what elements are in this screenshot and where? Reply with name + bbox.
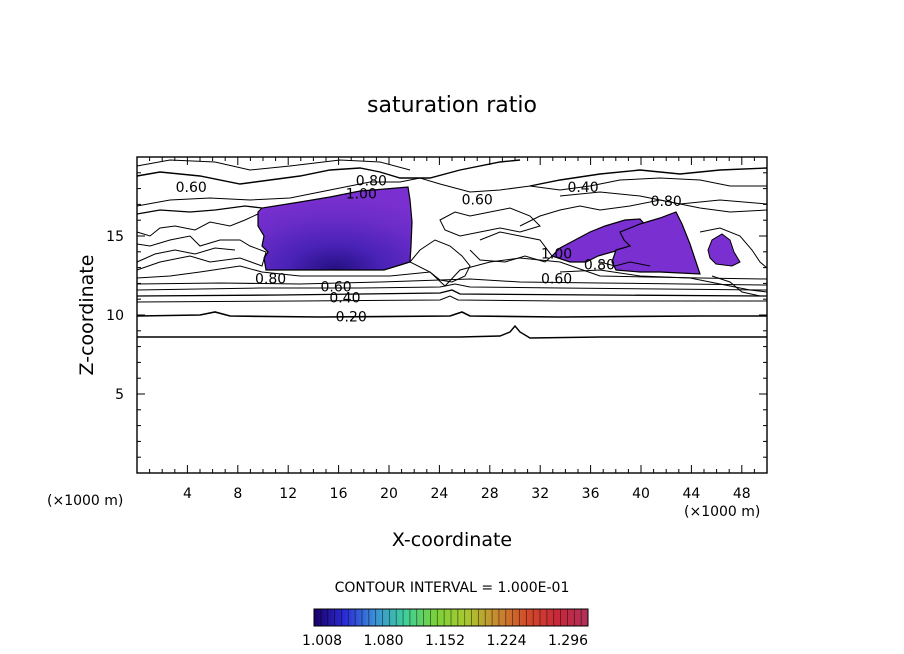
supersaturation-fill — [257, 186, 741, 275]
contour-value-label: 0.80 — [651, 194, 682, 210]
x-tick-label: 40 — [632, 486, 650, 502]
x-tick-label: 8 — [233, 486, 242, 502]
contour-line — [136, 257, 768, 287]
contour-line — [711, 275, 767, 297]
x-unit-label: (×1000 m) — [684, 504, 760, 520]
x-tick-label: 36 — [582, 486, 600, 502]
contour-line — [599, 261, 651, 267]
z-unit-label: (×1000 m) — [47, 493, 123, 509]
contour-value-label: 0.60 — [541, 272, 572, 288]
contour-value-label: 0.80 — [356, 174, 387, 190]
y-tick-label: 15 — [106, 229, 124, 245]
colorbar-tick-label: 1.152 — [425, 633, 465, 649]
contour-value-label: 0.60 — [176, 180, 207, 196]
supersat-region-right-main — [611, 211, 701, 275]
contour-line — [439, 207, 541, 237]
x-axis-title: X-coordinate — [392, 529, 512, 551]
x-tick-label: 24 — [430, 486, 448, 502]
x-tick-label: 44 — [682, 486, 700, 502]
x-axis-tick-labels: 4 8 12 16 20 24 28 32 36 40 44 48 — [183, 486, 751, 502]
contour-value-label: 0.60 — [320, 280, 351, 296]
contour-line — [136, 235, 267, 271]
contour-line — [699, 227, 768, 269]
contour-line — [469, 231, 553, 263]
contour-value-label: 0.80 — [255, 272, 286, 288]
x-tick-label: 32 — [531, 486, 549, 502]
contour-line — [136, 213, 259, 237]
contour-value-label: 0.60 — [462, 193, 493, 209]
contour-line — [559, 269, 768, 293]
contour-line — [409, 239, 471, 283]
contour-value-label: 0.40 — [567, 180, 598, 196]
contour-value-label: 1.00 — [541, 246, 572, 262]
x-tick-label: 28 — [481, 486, 499, 502]
colorbar-tick-label: 1.224 — [486, 633, 526, 649]
contour-line — [136, 295, 767, 303]
colorbar-tick-labels: 1.008 1.080 1.152 1.224 1.296 — [302, 633, 588, 649]
supersat-region-far-right — [707, 233, 741, 267]
x-tick-label: 48 — [733, 486, 751, 502]
contour-value-label: 0.40 — [329, 291, 360, 307]
x-tick-label: 12 — [279, 486, 297, 502]
contour-lines — [136, 159, 768, 339]
colorbar-tick-label: 1.080 — [363, 633, 403, 649]
contour-line — [136, 247, 236, 263]
contour-line — [529, 167, 768, 187]
contour-value-label: 1.00 — [346, 186, 377, 202]
x-tick-label: 4 — [183, 486, 192, 502]
colorbar-tick-label: 1.008 — [302, 633, 342, 649]
y-axis-title: Z-coordinate — [76, 255, 98, 376]
axis-ticks — [137, 157, 767, 473]
colorbar-tick-label: 1.296 — [548, 633, 588, 649]
contour-line — [136, 205, 263, 215]
colorbar-stripes — [313, 609, 589, 626]
contour-line — [519, 199, 768, 227]
contour-labels: 0.60 0.801.00 0.600.400.800.80 0.600.400.20… — [176, 174, 682, 326]
contour-line — [136, 283, 768, 291]
contour-value-label: 0.80 — [584, 257, 615, 273]
x-tick-label: 16 — [330, 486, 348, 502]
contour-line — [136, 177, 767, 207]
supersat-region-left — [257, 186, 413, 271]
y-axis-tick-labels: 5 10 15 — [106, 229, 124, 403]
chart-title: saturation ratio — [367, 93, 537, 118]
colorbar: 1.008 1.080 1.152 1.224 1.296 — [302, 608, 589, 649]
contour-line — [136, 311, 767, 318]
contour-line — [136, 289, 768, 297]
contour-interval-label: CONTOUR INTERVAL = 1.000E-01 — [335, 580, 570, 596]
contour-line — [136, 159, 521, 185]
contour-line — [137, 324, 767, 339]
y-tick-label: 10 — [106, 308, 124, 324]
y-tick-label: 5 — [115, 387, 124, 403]
x-tick-label: 20 — [380, 486, 398, 502]
contour-value-label: 0.20 — [336, 310, 367, 326]
contour-line — [136, 159, 411, 171]
